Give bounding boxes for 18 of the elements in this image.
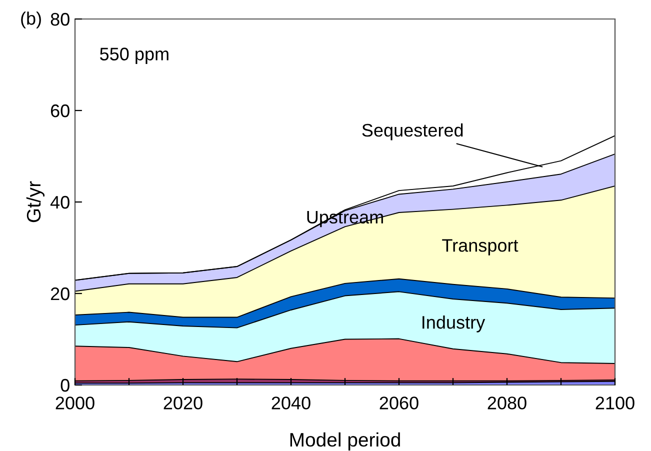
x-axis-title: Model period (290, 432, 400, 451)
y-tick-label: 60 (50, 104, 70, 118)
x-tick-label: 2020 (164, 396, 202, 410)
y-axis-title: Gt/yr (26, 181, 44, 222)
series-label: Transport (442, 239, 518, 256)
x-tick-label: 2000 (56, 396, 94, 410)
y-tick-label: 0 (60, 378, 70, 392)
text: Sequestered (362, 123, 463, 140)
y-tick-label: 40 (50, 196, 70, 209)
annotation: 550 ppm (100, 48, 168, 64)
x-tick-label: 2080 (488, 396, 526, 410)
y-tick-label: 80 (50, 12, 70, 26)
text: (b) (21, 12, 41, 28)
x-tick-label: 2100 (596, 396, 634, 410)
x-tick-label: 2060 (380, 396, 418, 410)
series-label: Industry (422, 316, 486, 332)
y-tick-label: 20 (50, 287, 70, 300)
x-tick-label: 2040 (272, 396, 310, 410)
